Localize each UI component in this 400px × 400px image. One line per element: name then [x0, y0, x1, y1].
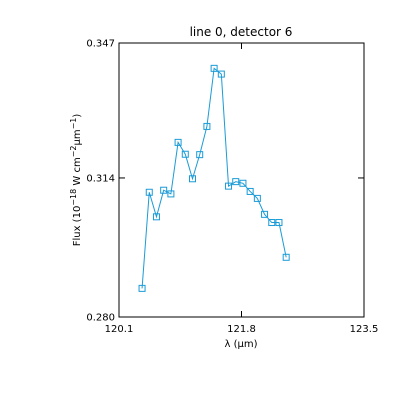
data-point-marker	[225, 182, 233, 190]
data-point-marker	[239, 179, 247, 187]
data-point-marker	[246, 187, 254, 195]
x-tick-label: 120.1	[105, 324, 134, 335]
data-point-marker	[196, 151, 204, 159]
series-line	[141, 67, 287, 289]
data-point-marker	[167, 190, 175, 198]
data-point-marker	[181, 150, 189, 158]
data-point-marker	[203, 122, 211, 130]
y-axis-label: Flux (10−18 W cm−2μm−1)	[69, 114, 84, 247]
y-axis-ticks: 0.280 0.314 0.347	[86, 39, 364, 324]
x-axis-ticks: 120.1 121.8 123.5	[105, 43, 379, 335]
y-tick-label: 0.347	[86, 39, 115, 50]
data-point-marker	[261, 210, 269, 218]
data-point-marker	[217, 70, 225, 78]
series-flux	[138, 64, 290, 292]
data-point-marker	[160, 186, 168, 194]
data-point-marker	[145, 188, 153, 196]
data-point-marker	[282, 253, 290, 261]
data-point-marker	[138, 284, 146, 292]
chart-title: line 0, detector 6	[190, 25, 293, 39]
x-tick-label: 121.8	[227, 324, 256, 335]
x-tick-label: 123.5	[350, 324, 379, 335]
data-point-marker	[152, 213, 160, 221]
y-tick-label: 0.314	[86, 173, 115, 184]
data-point-marker	[253, 194, 261, 202]
y-tick-label: 0.280	[86, 313, 115, 324]
data-point-marker	[268, 219, 276, 227]
data-point-marker	[189, 175, 196, 183]
data-point-marker	[232, 178, 240, 186]
data-point-marker	[275, 219, 283, 227]
data-point-marker	[210, 64, 218, 72]
x-axis-label: λ (μm)	[224, 339, 257, 350]
data-point-marker	[174, 138, 182, 146]
